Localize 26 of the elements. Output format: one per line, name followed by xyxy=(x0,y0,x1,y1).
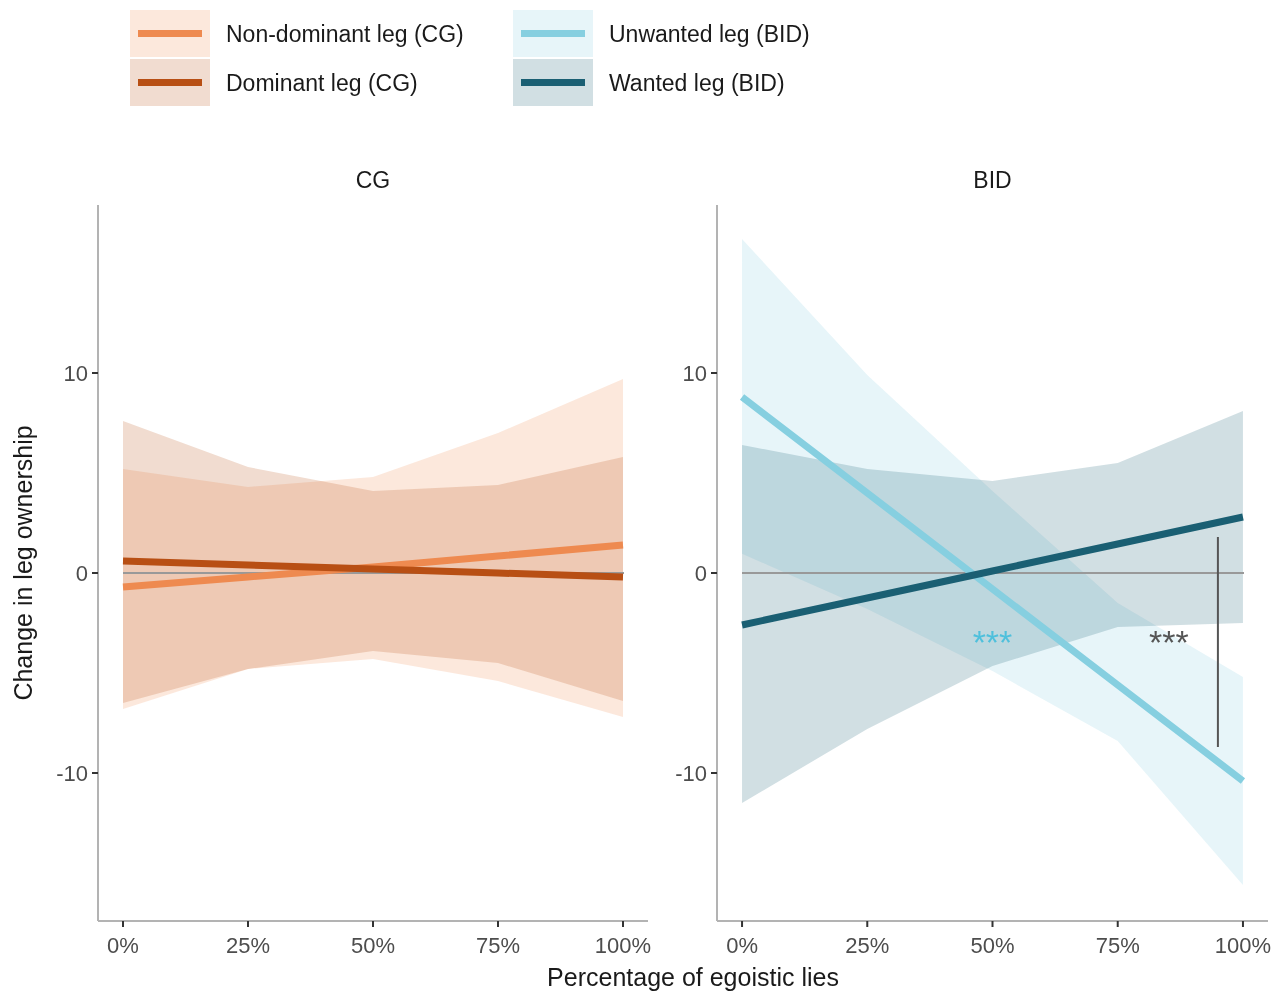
x-axis-title: Percentage of egoistic lies xyxy=(547,963,839,991)
chart-title: BID xyxy=(973,167,1012,193)
annotation: *** xyxy=(1148,623,1189,661)
y-tick-label: 10 xyxy=(682,361,707,386)
chart-title: CG xyxy=(355,167,391,193)
x-tick-label: 0% xyxy=(726,933,758,958)
x-tick-label: 25% xyxy=(225,933,271,958)
x-tick-label: 75% xyxy=(475,933,521,958)
legend-label: Non-dominant leg (CG) xyxy=(226,21,464,47)
y-tick-label: 0 xyxy=(75,561,88,586)
y-tick-label: -10 xyxy=(675,761,707,786)
y-tick-label: 0 xyxy=(694,561,707,586)
x-tick-label: 100% xyxy=(594,933,652,958)
y-tick-label: -10 xyxy=(56,761,88,786)
x-tick-label: 75% xyxy=(1095,933,1140,958)
y-tick-label: 10 xyxy=(63,361,88,386)
x-tick-label: 50% xyxy=(350,933,396,958)
legend-label: Wanted leg (BID) xyxy=(609,70,785,96)
x-tick-label: 100% xyxy=(1214,933,1272,958)
legend-label: Unwanted leg (BID) xyxy=(609,21,810,47)
annotation: *** xyxy=(972,623,1013,661)
legend-label: Dominant leg (CG) xyxy=(226,70,418,96)
x-tick-label: 50% xyxy=(970,933,1015,958)
x-tick-label: 25% xyxy=(845,933,890,958)
y-axis-title: Change in leg ownership xyxy=(9,425,37,701)
x-tick-label: 0% xyxy=(107,933,139,958)
